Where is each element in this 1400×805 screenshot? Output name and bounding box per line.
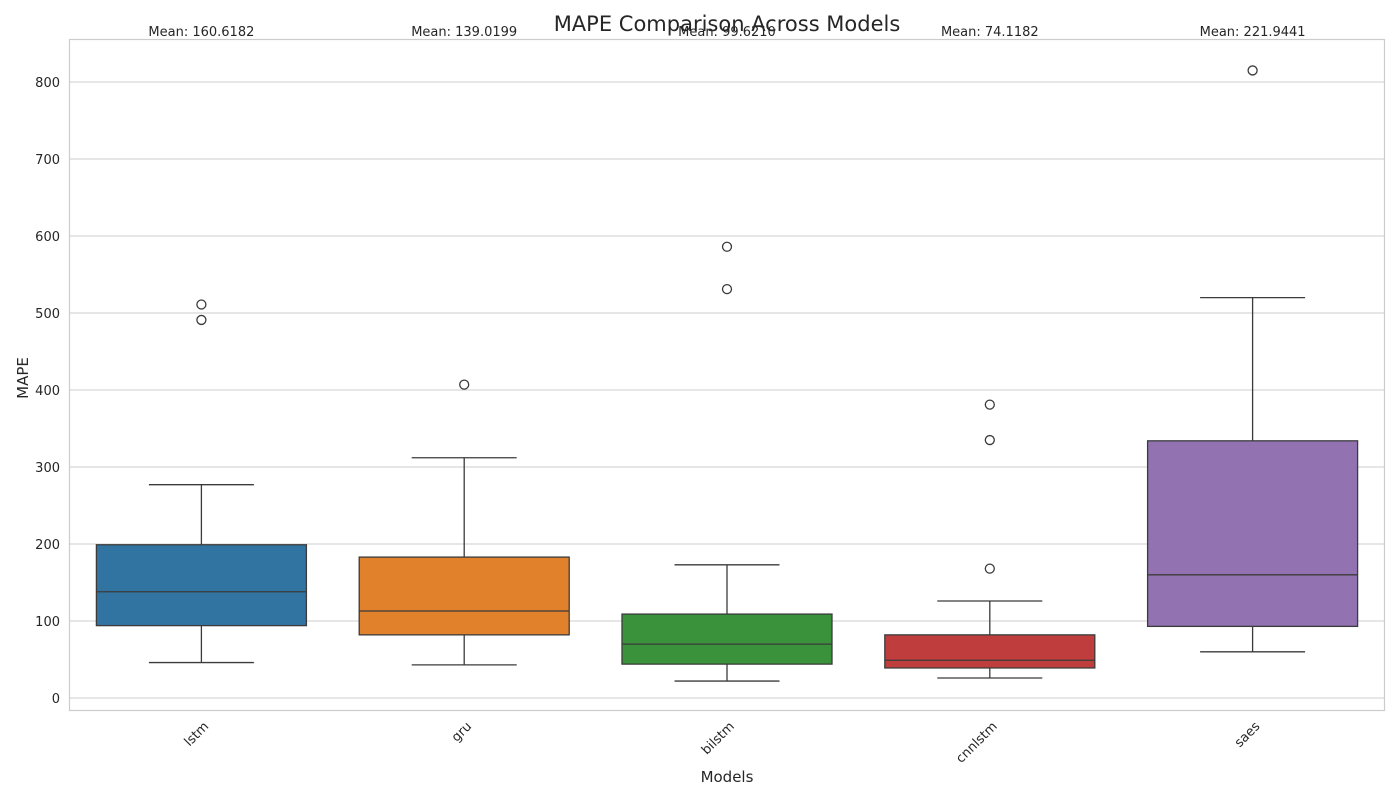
- box-cnnlstm: [884, 634, 1096, 669]
- y-tick-label: 400: [35, 384, 60, 399]
- box-gru: [358, 556, 570, 636]
- outlier-point: [984, 399, 995, 410]
- chart-title: MAPE Comparison Across Models: [554, 12, 901, 36]
- outlier-point: [984, 434, 995, 446]
- y-tick-label: 700: [35, 153, 60, 168]
- box-layer: [95, 65, 1359, 682]
- x-tick-label: gru: [449, 719, 475, 745]
- y-tick-label: 100: [35, 615, 60, 630]
- x-tick-label: cnnlstm: [953, 719, 1000, 766]
- outlier-point: [1247, 65, 1258, 76]
- y-axis-label: MAPE: [14, 357, 32, 399]
- x-tick-label: lstm: [182, 719, 213, 750]
- outlier-point: [459, 379, 470, 390]
- y-tick-label: 500: [35, 307, 60, 322]
- x-tick-label: bilstm: [699, 719, 738, 758]
- plot-frame: [68, 38, 1386, 712]
- y-tick-label: 300: [35, 461, 60, 476]
- mean-annotation: Mean: 139.0199: [411, 25, 517, 40]
- box-lstm: [95, 544, 308, 627]
- outlier-point: [721, 283, 733, 295]
- mean-annotation: Mean: 160.6182: [148, 25, 254, 40]
- box-bilstm: [621, 613, 833, 665]
- outlier-point: [984, 563, 995, 574]
- y-tick-label: 600: [35, 230, 60, 245]
- outlier-point: [196, 299, 207, 310]
- y-tick-labels: 0 100 200 300 400 500 600 700 800: [35, 76, 60, 707]
- x-tick-label: saes: [1232, 719, 1264, 751]
- annotation-layer: Mean: 160.6182 Mean: 139.0199 Mean: 99.621…: [148, 25, 1305, 40]
- mean-annotation: Mean: 99.6210: [678, 25, 776, 40]
- x-axis-label: Models: [701, 768, 754, 786]
- box-saes: [1146, 440, 1359, 628]
- y-tick-label: 200: [35, 538, 60, 553]
- mean-annotation: Mean: 74.1182: [941, 25, 1039, 40]
- x-tick-labels: lstm gru bilstm cnnlstm saes: [182, 719, 1264, 766]
- mean-annotation: Mean: 221.9441: [1200, 25, 1306, 40]
- outlier-point: [721, 241, 733, 252]
- y-tick-label: 0: [52, 692, 60, 707]
- outlier-point: [196, 314, 207, 326]
- y-tick-label: 800: [35, 76, 60, 91]
